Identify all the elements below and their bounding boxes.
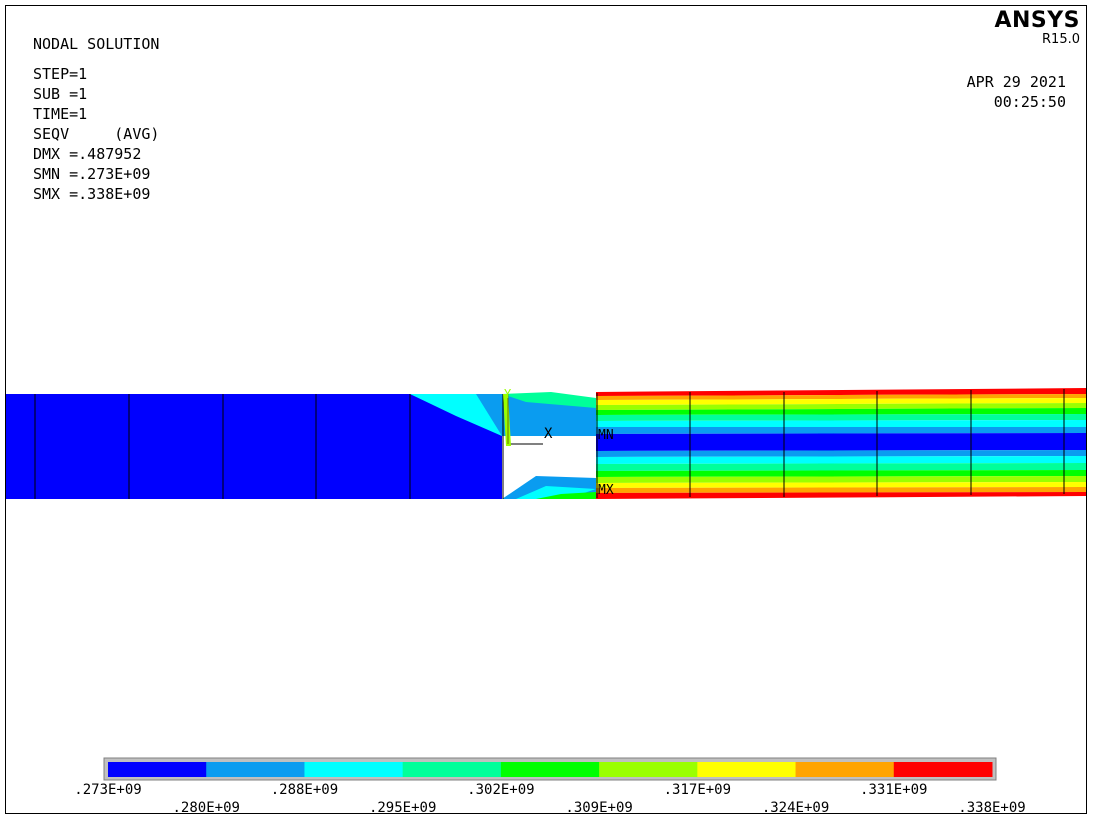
axis-y-label: Y (504, 387, 512, 401)
max-marker: MX (598, 483, 614, 498)
legend-label-3: .295E+09 (369, 800, 436, 814)
contour-band-yellow-bottom (596, 482, 1087, 488)
contour-band-cyan-bottom (596, 456, 1087, 464)
legend-swatch-6 (697, 762, 796, 777)
legend-swatch-4 (501, 762, 600, 777)
contour-band-cyan-top (596, 420, 1087, 427)
contour-band-lightblue-top (596, 427, 1087, 434)
contour-band-max-bottom (596, 492, 1087, 499)
contour-band-green-bottom (596, 470, 1087, 477)
legend-label-6: .317E+09 (664, 782, 731, 798)
contour-band-lightblue-bottom (596, 450, 1087, 457)
legend-label-9: .338E+09 (958, 800, 1025, 814)
legend-swatch-1 (206, 762, 305, 777)
contour-band-mint-top (596, 414, 1087, 421)
legend-swatch-0 (108, 762, 207, 777)
min-marker: MN (598, 428, 614, 443)
legend-label-5: .309E+09 (565, 800, 632, 814)
legend-label-2: .288E+09 (271, 782, 338, 798)
legend-swatch-2 (304, 762, 403, 777)
contour-band-min (6, 394, 502, 499)
legend-swatch-8 (894, 762, 993, 777)
legend-label-8: .331E+09 (860, 782, 927, 798)
legend-label-1: .280E+09 (173, 800, 240, 814)
contour-band-orange-bottom (596, 487, 1087, 493)
legend-swatch-5 (599, 762, 698, 777)
graphics-window[interactable]: NODAL SOLUTION STEP=1 SUB =1 TIME=1 SEQV… (5, 5, 1087, 814)
contour-plot: Y X MN MX (6, 6, 1087, 814)
legend-swatch-7 (796, 762, 895, 777)
axis-x-label: X (544, 426, 553, 442)
legend-label-4: .302E+09 (467, 782, 534, 798)
contour-legend-bar (104, 758, 996, 780)
contour-band-mint-bottom (596, 463, 1087, 471)
contour-band-center (596, 433, 1087, 451)
legend-swatch-3 (403, 762, 502, 777)
legend-label-7: .324E+09 (762, 800, 829, 814)
legend-label-0: .273E+09 (74, 782, 141, 798)
contour-band-lime-bottom (596, 476, 1087, 483)
